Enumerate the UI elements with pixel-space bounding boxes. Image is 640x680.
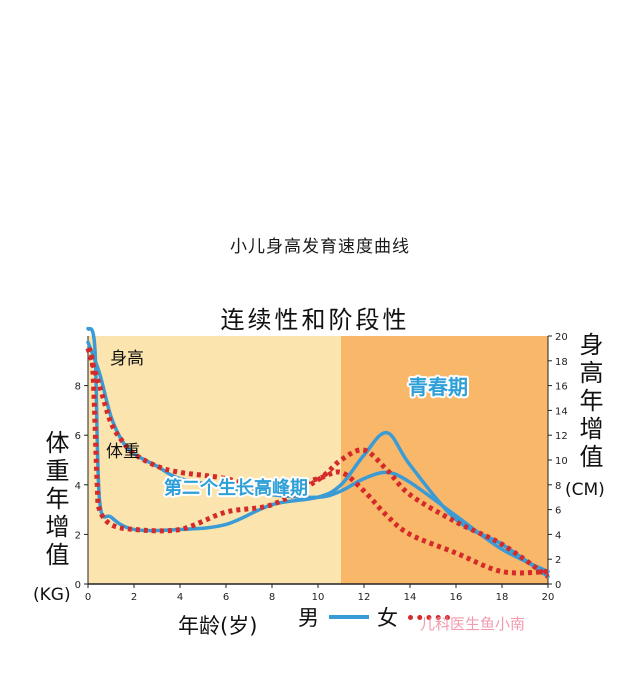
legend: 男 女 (298, 602, 458, 632)
page-title: 小儿身高发育速度曲线 (230, 237, 410, 257)
legend-girl-swatch (408, 614, 450, 620)
x-tick-label-14: 14 (404, 592, 417, 603)
x-tick-label-4: 4 (177, 592, 183, 603)
left-tick-label-2: 2 (75, 530, 81, 541)
left-axis-title: 体重年增值 (41, 430, 69, 570)
x-tick-label-8: 8 (269, 592, 275, 603)
right-tick-label-12: 12 (555, 431, 568, 442)
left-tick-label-6: 6 (75, 431, 81, 442)
chart-title: 连续性和阶段性 (220, 306, 410, 334)
x-tick-label-10: 10 (312, 592, 325, 603)
right-tick-label-8: 8 (555, 481, 561, 492)
x-tick-label-18: 18 (496, 592, 509, 603)
right-tick-label-0: 0 (555, 580, 561, 591)
watermark: 儿科医生鱼小南 (420, 615, 526, 633)
right-axis-title: 身高年增值 (575, 332, 603, 472)
left-tick-label-0: 0 (75, 580, 81, 591)
left-tick-label-8: 8 (75, 382, 81, 393)
legend-girl-label: 女 (377, 606, 398, 630)
x-tick-label-20: 20 (542, 592, 555, 603)
x-tick-label-16: 16 (450, 592, 463, 603)
right-tick-label-4: 4 (555, 530, 561, 541)
series-height-boy (86, 340, 550, 574)
puberty-region-label: 青春期 (408, 375, 468, 399)
legend-boy-swatch (329, 615, 369, 619)
right-tick-label-18: 18 (555, 357, 568, 368)
right-axis-unit: (CM) (565, 480, 605, 500)
second-growth-peak-label: 第二个生长高峰期 (164, 477, 308, 499)
series-weight-girl (85, 346, 550, 579)
right-tick-label-14: 14 (555, 406, 568, 417)
left-tick-label-4: 4 (75, 481, 81, 492)
height-curve-label: 身高 (110, 349, 144, 369)
right-tick-label-2: 2 (555, 555, 561, 566)
right-tick-label-16: 16 (555, 382, 568, 393)
weight-curve-label: 体重 (106, 442, 140, 462)
x-axis-title: 年龄(岁) (178, 614, 258, 638)
right-tick-label-10: 10 (555, 456, 568, 467)
region-0 (88, 336, 341, 584)
x-tick-label-2: 2 (131, 592, 137, 603)
x-tick-label-12: 12 (358, 592, 371, 603)
x-tick-label-0: 0 (85, 592, 91, 603)
right-tick-label-6: 6 (555, 506, 561, 517)
right-tick-label-20: 20 (555, 332, 568, 343)
left-axis-unit: (KG) (33, 585, 71, 605)
x-tick-label-6: 6 (223, 592, 229, 603)
legend-boy-label: 男 (298, 606, 319, 630)
region-1 (341, 336, 548, 584)
